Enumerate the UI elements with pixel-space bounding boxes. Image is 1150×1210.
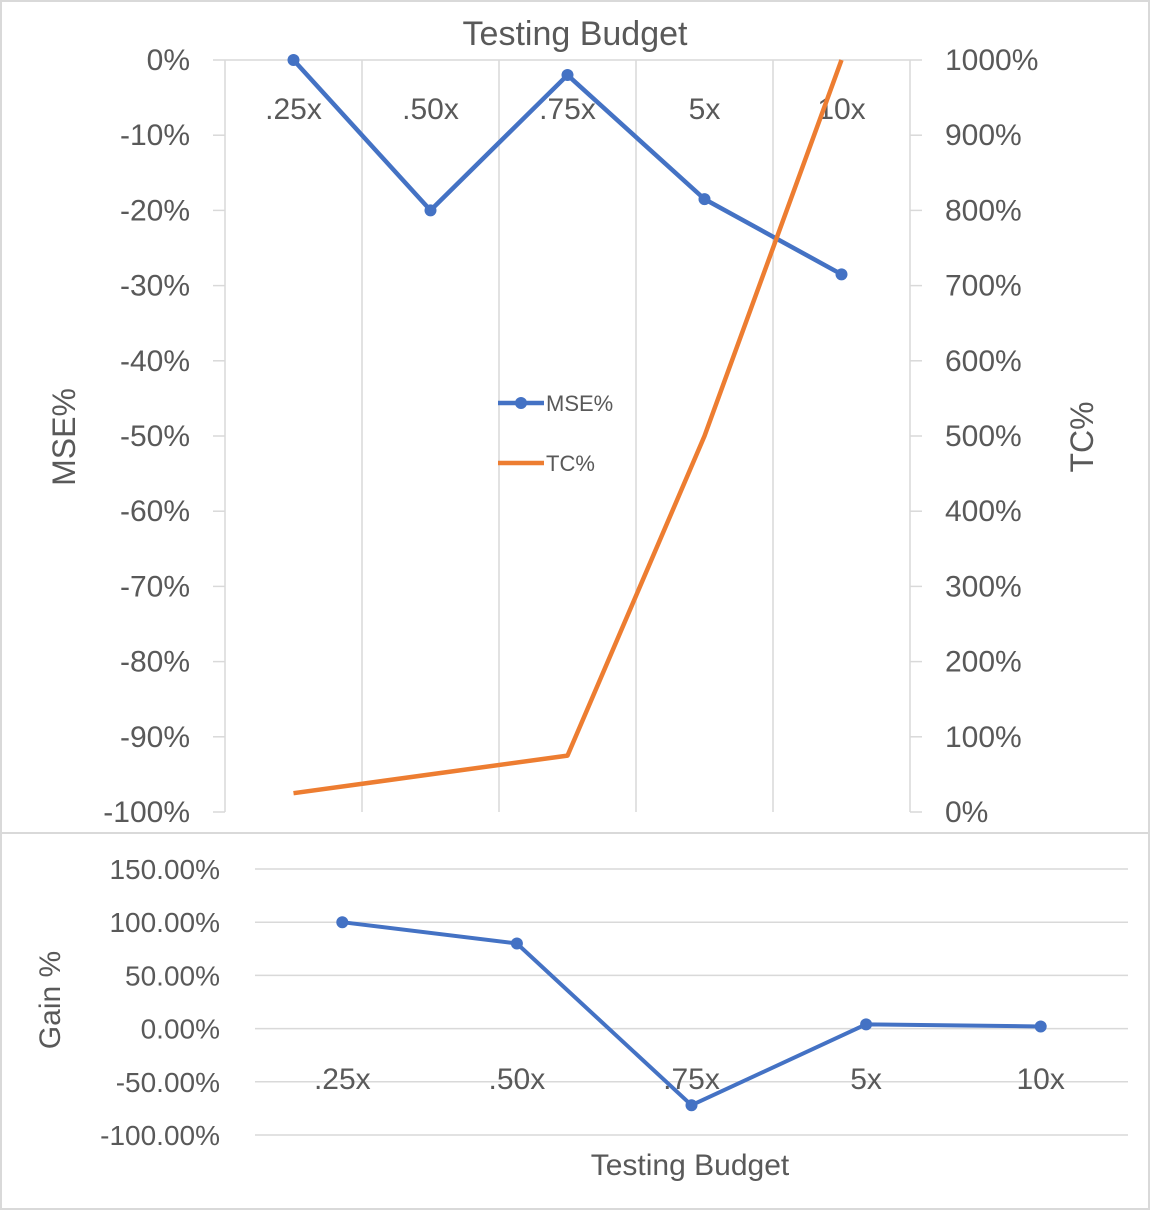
x-axis-category-label: .75x bbox=[539, 93, 596, 126]
y-axis-left-tick-label: -40% bbox=[120, 345, 190, 378]
data-point-gain bbox=[1034, 1020, 1047, 1033]
y-axis-left-tick-label: -100% bbox=[103, 796, 190, 829]
y-axis-right-tick-label: 400% bbox=[945, 495, 1022, 528]
y-axis-tick-label: 0.00% bbox=[141, 1014, 220, 1045]
y-axis-left-tick-label: -50% bbox=[120, 420, 190, 453]
data-point-mse bbox=[698, 193, 711, 206]
y-axis-tick-label: -100.00% bbox=[100, 1120, 220, 1151]
y-axis-left-tick-label: -60% bbox=[120, 495, 190, 528]
y-axis-left-title: MSE% bbox=[46, 388, 82, 486]
y-axis-right-tick-label: 0% bbox=[945, 796, 988, 829]
bottom-series bbox=[336, 916, 1047, 1112]
y-axis-right-tick-label: 700% bbox=[945, 270, 1022, 303]
data-point-mse bbox=[561, 69, 574, 82]
data-point-mse bbox=[424, 204, 437, 217]
legend: MSE% TC% bbox=[498, 391, 613, 476]
x-axis-category-label: .25x bbox=[314, 1063, 371, 1096]
x-axis-category-label: .50x bbox=[402, 93, 459, 126]
y-axis-left-tick-label: -80% bbox=[120, 646, 190, 679]
x-axis-category-label: .75x bbox=[663, 1063, 720, 1096]
bottom-gridlines bbox=[255, 868, 1128, 1136]
x-axis-category-label: 10x bbox=[1017, 1063, 1065, 1096]
data-point-gain bbox=[685, 1099, 698, 1112]
y-axis-left-tick-label: -70% bbox=[120, 570, 190, 603]
y-axis-left-tick-label: -30% bbox=[120, 270, 190, 303]
y-axis-right-tick-label: 100% bbox=[945, 721, 1022, 754]
y-axis-right-tick-label: 500% bbox=[945, 420, 1022, 453]
top-chart: Testing Budget MSE% TC% 0% -10% -20% -30% -4… bbox=[46, 15, 1100, 829]
y-axis-left-tick-label: -20% bbox=[120, 194, 190, 227]
data-point-gain bbox=[510, 937, 523, 950]
chart-title: Testing Budget bbox=[463, 15, 688, 53]
y-axis-tick-label: -50.00% bbox=[116, 1067, 220, 1098]
y-axis-tick-label: 100.00% bbox=[109, 907, 220, 938]
data-point-mse bbox=[287, 54, 300, 66]
bottom-chart: 150.00% 100.00% 50.00% 0.00% -50.00% -100.00%… bbox=[34, 854, 1128, 1182]
top-axes bbox=[213, 59, 922, 813]
y-axis-right-tick-label: 200% bbox=[945, 646, 1022, 679]
data-point-gain bbox=[860, 1018, 873, 1031]
y-axis-tick-label: 50.00% bbox=[125, 960, 220, 991]
bottom-x-axis-title: Testing Budget bbox=[591, 1149, 790, 1182]
bottom-y-axis-title: Gain % bbox=[34, 951, 67, 1049]
x-axis-category-labels: .25x .50x .75x 5x 10x bbox=[265, 93, 866, 126]
y-axis-right-ticks: 1000% 900% 800% 700% 600% 500% 400% 300% 200% 100… bbox=[945, 44, 1038, 829]
bottom-x-axis-category-labels: .25x .50x .75x 5x 10x bbox=[314, 1063, 1065, 1096]
y-axis-left-tick-label: 0% bbox=[147, 44, 190, 77]
y-axis-left-tick-label: -90% bbox=[120, 721, 190, 754]
x-axis-category-label: 5x bbox=[689, 93, 721, 126]
top-gridlines bbox=[224, 60, 911, 812]
y-axis-right-tick-label: 600% bbox=[945, 345, 1022, 378]
y-axis-left-ticks: 0% -10% -20% -30% -40% -50% -60% -70% -80% -90% -1… bbox=[103, 44, 190, 829]
y-axis-tick-label: 150.00% bbox=[109, 854, 220, 885]
series-line-tc bbox=[293, 59, 844, 796]
x-axis-category-label: .50x bbox=[489, 1063, 546, 1096]
y-axis-right-tick-label: 900% bbox=[945, 119, 1022, 152]
legend-marker bbox=[515, 397, 527, 409]
legend-label: TC% bbox=[546, 451, 595, 476]
x-axis-category-label: 5x bbox=[850, 1063, 882, 1096]
y-axis-right-tick-label: 800% bbox=[945, 194, 1022, 227]
y-axis-right-tick-label: 300% bbox=[945, 570, 1022, 603]
y-axis-left-tick-label: -10% bbox=[120, 119, 190, 152]
data-point-gain bbox=[336, 916, 349, 929]
top-series bbox=[287, 54, 848, 796]
x-axis-category-label: .25x bbox=[265, 93, 322, 126]
data-point-mse bbox=[835, 268, 848, 281]
y-axis-right-tick-label: 1000% bbox=[945, 44, 1038, 77]
legend-label: MSE% bbox=[546, 391, 613, 416]
y-axis-right-title: TC% bbox=[1064, 401, 1100, 472]
bottom-y-axis-ticks: 150.00% 100.00% 50.00% 0.00% -50.00% -100.00% bbox=[100, 854, 220, 1151]
